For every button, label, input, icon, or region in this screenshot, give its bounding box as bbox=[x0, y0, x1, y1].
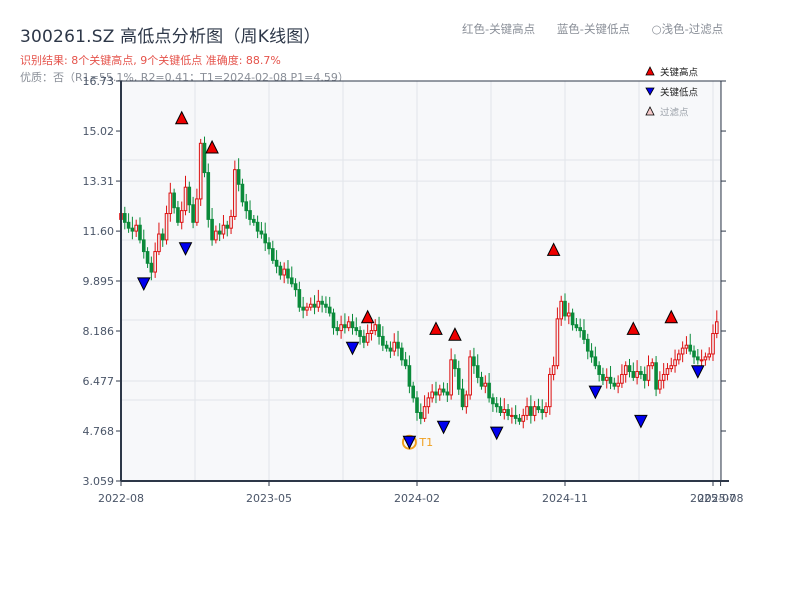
key-point-markers: T1 bbox=[136, 110, 705, 450]
color-key-high: 红色-关键高点 bbox=[462, 22, 536, 36]
legend-label: 过滤点 bbox=[660, 107, 689, 119]
key-low-marker bbox=[489, 426, 504, 441]
legend-marker-icon bbox=[645, 106, 655, 116]
y-tick-label: 9.895 bbox=[83, 275, 115, 288]
key-high-marker bbox=[205, 139, 219, 154]
key-low-marker bbox=[691, 365, 705, 379]
y-tick-label: 6.477 bbox=[83, 375, 115, 388]
color-key: 红色-关键高点 蓝色-关键低点 ○浅色-过滤点 bbox=[462, 21, 723, 37]
candles bbox=[119, 136, 719, 429]
key-high-marker bbox=[360, 309, 375, 324]
x-tick-label: 2025-08 bbox=[698, 492, 744, 505]
t1-label: T1 bbox=[418, 436, 433, 449]
legend-label: 关键低点 bbox=[660, 87, 699, 99]
x-tick-label: 2024-11 bbox=[542, 492, 588, 505]
x-tick-label: 2025-07 bbox=[690, 492, 736, 505]
legend-label: 关键高点 bbox=[660, 67, 699, 79]
axes: 3.059 4.768 6.477 8.186 9.895 11.60 13.31 15.02… bbox=[83, 75, 744, 505]
key-low-marker bbox=[634, 414, 648, 429]
key-low-marker bbox=[345, 341, 360, 356]
key-high-marker bbox=[626, 321, 641, 335]
y-tick-label: 15.02 bbox=[83, 125, 115, 138]
y-tick-label: 11.60 bbox=[83, 225, 115, 238]
legend-marker-icon bbox=[645, 87, 655, 96]
key-high-marker bbox=[546, 242, 561, 256]
key-low-marker bbox=[402, 435, 417, 450]
key-high-marker bbox=[448, 327, 462, 341]
key-high-marker bbox=[664, 309, 679, 324]
x-tick-label: 2023-05 bbox=[246, 492, 292, 505]
y-tick-label: 16.73 bbox=[83, 75, 115, 88]
key-high-marker bbox=[174, 110, 189, 125]
x-tick-label: 2024-02 bbox=[394, 492, 440, 505]
color-key-low: 蓝色-关键低点 bbox=[556, 22, 630, 36]
y-tick-label: 3.059 bbox=[83, 475, 115, 488]
legend-marker-icon bbox=[645, 66, 655, 76]
x-tick-label: 2022-08 bbox=[98, 492, 144, 505]
key-low-marker bbox=[588, 385, 603, 400]
result-summary: 识别结果: 8个关键高点, 9个关键低点 准确度: 88.7% bbox=[20, 54, 281, 67]
y-tick-label: 8.186 bbox=[83, 325, 115, 338]
key-high-marker bbox=[429, 321, 443, 335]
key-low-marker bbox=[436, 420, 451, 435]
chart-title: 300261.SZ 高低点分析图（周K线图） bbox=[20, 27, 321, 47]
y-tick-label: 4.768 bbox=[83, 425, 115, 438]
key-low-marker bbox=[136, 277, 151, 292]
key-low-marker bbox=[178, 242, 193, 256]
color-key-filtered: ○浅色-过滤点 bbox=[651, 22, 724, 36]
y-tick-label: 13.31 bbox=[83, 175, 115, 188]
